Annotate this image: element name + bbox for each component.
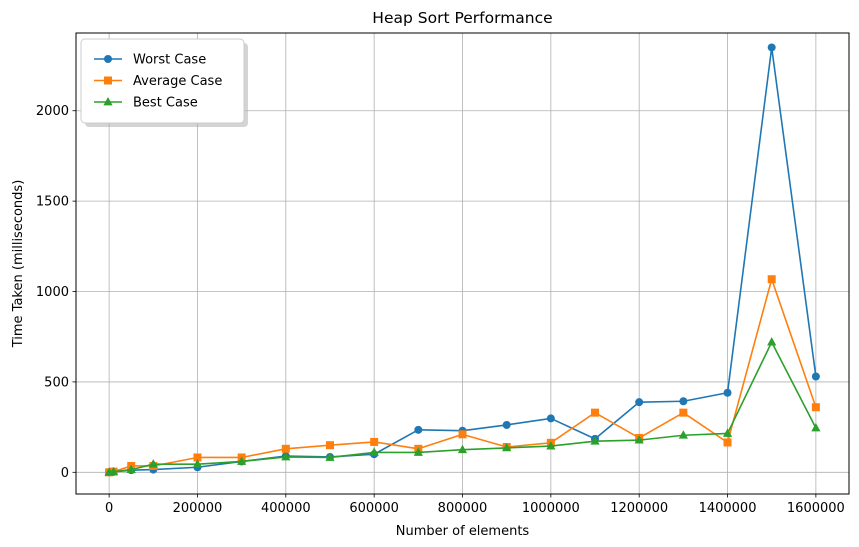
data-point-best-case bbox=[678, 430, 688, 439]
chart-title: Heap Sort Performance bbox=[372, 9, 552, 27]
data-point-worst-case bbox=[767, 43, 776, 52]
y-tick-label: 0 bbox=[61, 466, 69, 481]
data-point-average-case bbox=[679, 408, 688, 417]
data-point-best-case bbox=[502, 442, 512, 452]
x-axis-label: Number of elements bbox=[396, 524, 530, 539]
data-point-worst-case bbox=[723, 388, 732, 397]
legend-marker bbox=[103, 97, 113, 106]
grid bbox=[76, 33, 849, 494]
data-point-worst-case bbox=[546, 414, 555, 423]
x-tick-label: 600000 bbox=[349, 501, 399, 516]
data-point-best-case bbox=[108, 466, 119, 476]
data-point-worst-case bbox=[635, 398, 644, 407]
data-point-best-case bbox=[722, 428, 733, 437]
y-tick-label: 2000 bbox=[36, 104, 69, 119]
x-tick-label: 400000 bbox=[261, 501, 311, 516]
data-point-best-case bbox=[325, 452, 335, 461]
data-point-best-case bbox=[457, 444, 468, 454]
data-point-worst-case bbox=[502, 420, 511, 429]
legend-item-average-case: Average Case bbox=[94, 74, 222, 89]
data-point-best-case bbox=[546, 441, 556, 450]
y-tick-label: 500 bbox=[44, 375, 69, 390]
data-point-best-case bbox=[237, 456, 247, 465]
data-point-average-case bbox=[591, 408, 600, 417]
data-point-worst-case bbox=[414, 425, 423, 434]
y-axis-label: Time Taken (milliseconds) bbox=[11, 180, 26, 349]
data-point-average-case bbox=[458, 430, 467, 439]
x-tick-label: 1200000 bbox=[610, 501, 668, 516]
data-point-best-case bbox=[634, 435, 644, 444]
data-point-best-case bbox=[590, 436, 600, 445]
y-tick-label: 1000 bbox=[36, 285, 69, 300]
x-tick-label: 0 bbox=[105, 501, 113, 516]
y-tick-label: 1500 bbox=[36, 195, 69, 210]
legend-marker bbox=[104, 76, 112, 85]
data-point-best-case bbox=[369, 447, 379, 456]
legend-marker bbox=[104, 55, 112, 63]
legend: Worst Case Average Case Best Case bbox=[80, 38, 248, 127]
x-tick-label: 1600000 bbox=[787, 501, 845, 516]
legend-item-worst-case: Worst Case bbox=[94, 53, 206, 68]
x-tick-label: 800000 bbox=[438, 501, 488, 516]
series-layer bbox=[104, 43, 821, 477]
x-tick-label: 200000 bbox=[173, 501, 223, 516]
data-point-average-case bbox=[193, 453, 202, 462]
data-point-worst-case bbox=[679, 397, 688, 406]
data-point-worst-case bbox=[811, 372, 820, 381]
data-point-average-case bbox=[325, 441, 334, 450]
data-point-best-case bbox=[126, 464, 136, 473]
data-point-average-case bbox=[370, 437, 379, 446]
legend-item-best-case: Best Case bbox=[94, 96, 198, 111]
data-point-best-case bbox=[192, 459, 203, 468]
legend-label: Best Case bbox=[133, 96, 198, 111]
series-best-case bbox=[104, 337, 821, 476]
x-tick-label: 1400000 bbox=[699, 501, 757, 516]
data-point-average-case bbox=[723, 438, 732, 447]
data-point-best-case bbox=[811, 423, 821, 432]
data-point-best-case bbox=[767, 337, 777, 346]
data-point-best-case bbox=[413, 447, 423, 456]
legend-label: Average Case bbox=[133, 74, 222, 89]
data-point-average-case bbox=[767, 275, 776, 284]
data-point-average-case bbox=[281, 444, 290, 453]
data-point-best-case bbox=[281, 451, 291, 461]
data-point-best-case bbox=[148, 459, 158, 468]
legend-label: Worst Case bbox=[133, 53, 206, 68]
x-tick-label: 1000000 bbox=[522, 501, 580, 516]
ticks: 0 200000 400000 600000 800000 1000000 1200000 1… bbox=[36, 104, 845, 516]
data-point-average-case bbox=[811, 403, 820, 412]
